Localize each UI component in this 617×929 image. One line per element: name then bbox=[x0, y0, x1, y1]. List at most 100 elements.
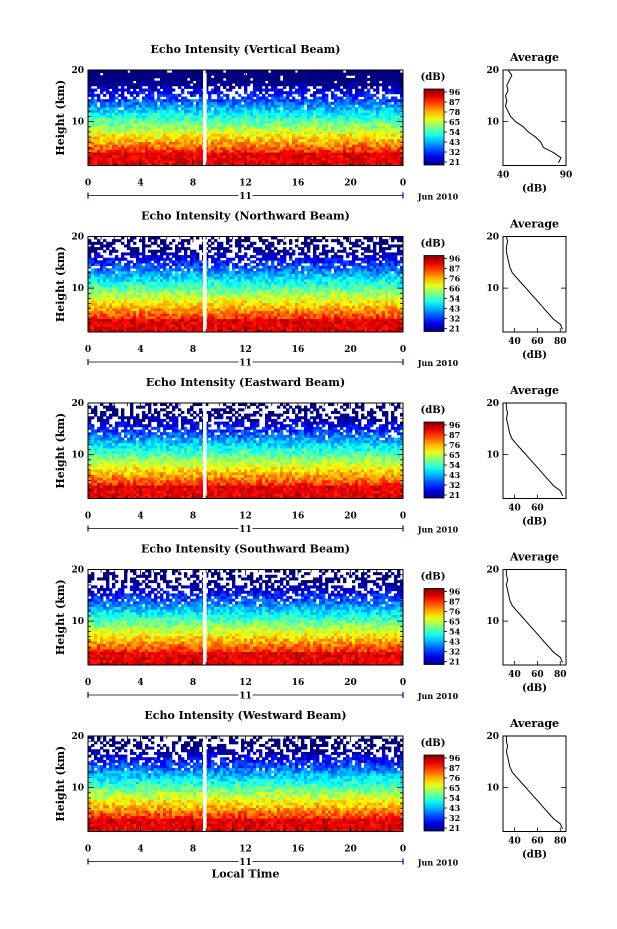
heatmap-cell bbox=[328, 77, 332, 81]
heatmap-cell bbox=[295, 117, 299, 121]
heatmap-cell bbox=[148, 297, 152, 301]
heatmap-cell bbox=[181, 104, 185, 108]
heatmap-cell bbox=[241, 115, 245, 119]
heatmap-cell bbox=[151, 131, 155, 135]
heatmap-cell bbox=[298, 88, 302, 92]
heatmap-cell bbox=[172, 120, 176, 124]
heatmap-cell bbox=[88, 88, 92, 92]
heatmap-cell bbox=[181, 268, 185, 272]
heatmap-cell bbox=[112, 318, 116, 322]
heatmap-cell bbox=[121, 104, 125, 108]
heatmap-cell bbox=[349, 104, 353, 108]
heatmap-cell bbox=[238, 104, 242, 108]
heatmap-cell bbox=[214, 146, 218, 150]
heatmap-cell bbox=[133, 321, 137, 325]
heatmap-cell bbox=[178, 120, 182, 124]
heatmap-cell bbox=[100, 286, 104, 290]
heatmap-cell bbox=[130, 281, 134, 285]
heatmap-cell bbox=[166, 128, 170, 132]
heatmap-cell bbox=[220, 146, 224, 150]
heatmap-cell bbox=[187, 83, 191, 87]
heatmap-cell bbox=[376, 77, 380, 81]
date-label: 11 bbox=[239, 192, 252, 202]
heatmap-cell bbox=[145, 88, 149, 92]
heatmap-cell bbox=[136, 265, 140, 269]
heatmap-cell bbox=[325, 70, 329, 73]
heatmap-cell bbox=[247, 70, 251, 73]
heatmap-cell bbox=[124, 120, 128, 124]
heatmap-cell bbox=[301, 88, 305, 92]
heatmap-cell bbox=[364, 120, 368, 124]
heatmap-cell bbox=[331, 149, 335, 153]
heatmap-cell bbox=[373, 138, 377, 142]
heatmap-cell bbox=[205, 268, 209, 272]
heatmap-cell bbox=[142, 83, 146, 87]
heatmap-cell bbox=[313, 101, 317, 105]
heatmap-cell bbox=[151, 268, 155, 272]
heatmap-cell bbox=[142, 281, 146, 285]
heatmap-cell bbox=[220, 72, 224, 76]
heatmap-cell bbox=[265, 101, 269, 105]
heatmap-cell bbox=[136, 252, 140, 256]
heatmap-cell bbox=[130, 265, 134, 269]
heatmap-cell bbox=[118, 75, 122, 79]
heatmap-cell bbox=[205, 297, 209, 301]
heatmap-cell bbox=[184, 128, 188, 132]
heatmap-cell bbox=[241, 160, 245, 164]
heatmap-cell bbox=[211, 83, 215, 87]
heatmap-cell bbox=[304, 157, 308, 161]
heatmap-cell bbox=[337, 88, 341, 92]
heatmap-cell bbox=[340, 133, 344, 137]
heatmap-cell bbox=[184, 117, 188, 121]
heatmap-cell bbox=[361, 88, 365, 92]
heatmap-cell bbox=[88, 149, 92, 153]
heatmap-cell bbox=[196, 263, 200, 267]
heatmap-cell bbox=[301, 146, 305, 150]
heatmap-cell bbox=[148, 83, 152, 87]
heatmap-cell bbox=[106, 154, 110, 158]
heatmap-cell bbox=[157, 136, 161, 140]
heatmap-cell bbox=[163, 270, 167, 274]
heatmap-cell bbox=[160, 263, 164, 267]
heatmap-cell bbox=[124, 75, 128, 79]
heatmap-cell bbox=[142, 297, 146, 301]
heatmap-cell bbox=[277, 115, 281, 119]
heatmap-cell bbox=[175, 321, 179, 325]
heatmap-cell bbox=[100, 120, 104, 124]
heatmap-cell bbox=[241, 128, 245, 132]
heatmap-cell bbox=[241, 131, 245, 135]
heatmap-cell bbox=[103, 83, 107, 87]
heatmap-cell bbox=[118, 265, 122, 269]
heatmap-cell bbox=[262, 146, 266, 150]
heatmap-cell bbox=[106, 313, 110, 317]
heatmap-cell bbox=[304, 162, 308, 166]
heatmap-cell bbox=[172, 255, 176, 259]
heatmap-cell bbox=[274, 117, 278, 121]
heatmap-cell bbox=[175, 318, 179, 322]
heatmap-cell bbox=[175, 160, 179, 164]
heatmap-cell bbox=[208, 289, 212, 293]
heatmap-cell bbox=[112, 157, 116, 161]
heatmap-cell bbox=[181, 244, 185, 248]
heatmap-cell bbox=[220, 107, 224, 111]
heatmap-cell bbox=[229, 107, 233, 111]
heatmap-cell bbox=[331, 80, 335, 84]
heatmap-cell bbox=[145, 255, 149, 259]
heatmap-cell bbox=[133, 263, 137, 267]
heatmap-cell bbox=[271, 149, 275, 153]
heatmap-cell bbox=[130, 133, 134, 137]
heatmap-cell bbox=[154, 85, 158, 89]
heatmap-cell bbox=[115, 120, 119, 124]
panel-0: Echo Intensity (Vertical Beam)1020Height… bbox=[54, 43, 572, 202]
heatmap-cell bbox=[361, 125, 365, 129]
heatmap-cell bbox=[262, 101, 266, 105]
heatmap-cell bbox=[307, 88, 311, 92]
heatmap-cell bbox=[166, 131, 170, 135]
heatmap-cell bbox=[172, 128, 176, 132]
heatmap-cell bbox=[196, 75, 200, 79]
heatmap-cell bbox=[148, 91, 152, 95]
heatmap-cell bbox=[199, 300, 203, 304]
heatmap-cell bbox=[100, 305, 104, 309]
heatmap-cell bbox=[112, 80, 116, 84]
heatmap-cell bbox=[118, 270, 122, 274]
